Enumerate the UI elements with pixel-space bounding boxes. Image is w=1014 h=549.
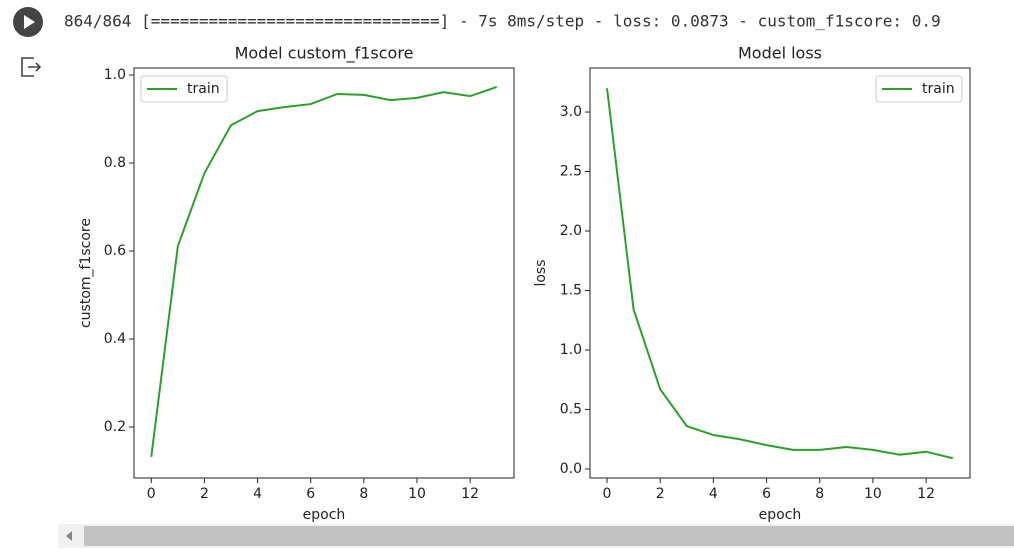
y-tick-label: 0.8 — [104, 155, 126, 171]
y-axis-label: loss — [533, 259, 549, 286]
y-tick-label: 2.0 — [560, 223, 582, 239]
x-tick-label: 4 — [709, 486, 718, 502]
x-tick-label: 0 — [603, 486, 612, 502]
plot-area — [133, 67, 515, 479]
scrollbar-thumb[interactable] — [84, 526, 1014, 546]
y-tick-label: 2.5 — [560, 164, 582, 180]
legend-label: train — [922, 81, 955, 97]
x-tick-label: 0 — [147, 486, 156, 502]
x-tick-label: 4 — [253, 486, 262, 502]
x-tick-label: 8 — [359, 486, 368, 502]
x-tick-label: 10 — [408, 486, 426, 502]
y-tick-label: 1.5 — [560, 282, 582, 298]
scroll-left[interactable] — [66, 531, 72, 541]
run-icon — [24, 15, 35, 29]
x-tick-label: 8 — [815, 486, 824, 502]
x-tick-label: 10 — [864, 486, 882, 502]
y-tick-label: 0.5 — [560, 401, 582, 417]
x-axis-label: epoch — [759, 507, 802, 523]
plot-area — [589, 67, 971, 479]
chart-title: Model custom_f1score — [235, 44, 414, 64]
x-axis-label: epoch — [303, 507, 346, 523]
y-tick-label: 1.0 — [104, 67, 126, 83]
x-tick-label: 12 — [917, 486, 935, 502]
x-tick-label: 6 — [762, 486, 771, 502]
legend-label: train — [187, 81, 220, 97]
y-axis-label: custom_f1score — [78, 218, 94, 328]
y-tick-label: 1.0 — [560, 342, 582, 358]
y-tick-label: 0.6 — [104, 243, 126, 259]
y-tick-label: 0.2 — [104, 419, 126, 435]
x-tick-label: 2 — [200, 486, 209, 502]
y-tick-label: 0.0 — [560, 461, 582, 477]
y-tick-label: 3.0 — [560, 104, 582, 120]
chart-title: Model loss — [738, 44, 822, 63]
data-line — [606, 88, 953, 460]
legend-box — [140, 75, 228, 103]
x-tick-label: 2 — [656, 486, 665, 502]
x-tick-label: 6 — [306, 486, 315, 502]
output-icon[interactable] — [21, 57, 42, 77]
output-line: 864/864 [==============================]… — [64, 12, 941, 31]
legend-box — [875, 75, 963, 103]
y-tick-label: 0.4 — [104, 331, 126, 347]
data-line — [150, 85, 498, 458]
x-tick-label: 12 — [461, 486, 479, 502]
